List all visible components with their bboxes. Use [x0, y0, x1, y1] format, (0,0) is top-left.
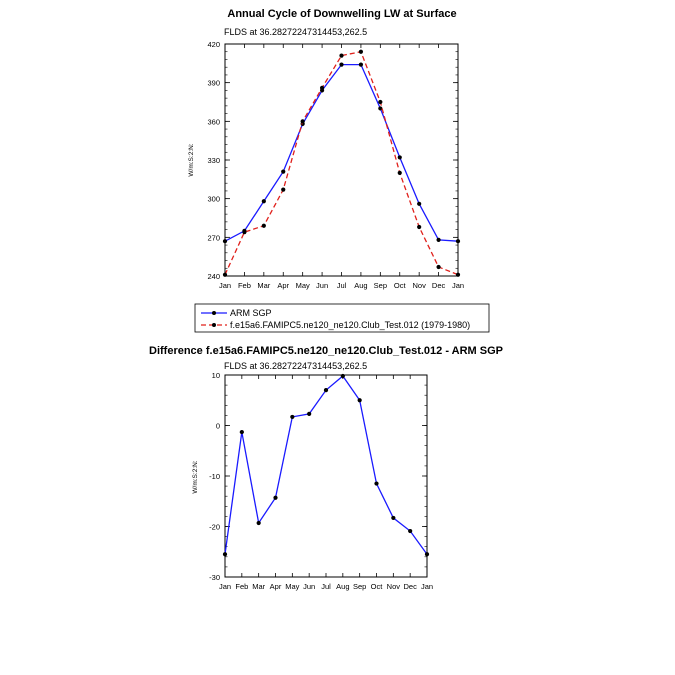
chart2-x-tick-label: Dec	[403, 582, 417, 591]
chart2-series-0-point	[357, 398, 362, 403]
chart2-x-tick-label: Jul	[321, 582, 331, 591]
chart2-series-0-line	[224, 375, 428, 555]
chart2-y-tick-label: -30	[209, 573, 220, 582]
chart1-series-0-point	[417, 201, 422, 206]
chart2-x-tick-label: May	[285, 582, 299, 591]
chart2-y-axis-label: W/m:S:2:N:	[192, 460, 199, 493]
chart1-series-0-line	[224, 63, 459, 242]
legend-model-marker	[212, 323, 216, 327]
chart2-x-tick-label: Jun	[303, 582, 315, 591]
chart1-series-1-point	[397, 170, 402, 175]
chart1-y-tick-label: 270	[207, 233, 220, 242]
chart2-series-0-point	[340, 373, 345, 379]
chart2-plot-frame	[224, 374, 428, 578]
chart1-x-tick-label: Apr	[277, 281, 289, 290]
chart1-x-tick-label: Dec	[432, 281, 446, 290]
chart2-x-tick-label: Apr	[270, 582, 282, 591]
chart1-series-1-point	[417, 224, 422, 230]
chart1-series-1-point	[222, 272, 228, 277]
chart1-x-tick-label: Feb	[238, 281, 251, 290]
chart1-series-0-point	[358, 62, 364, 67]
chart2-x-tick-label: Feb	[235, 582, 248, 591]
chart2-y-tick-label: 10	[212, 371, 220, 380]
chart1-y-tick-label: 300	[207, 195, 220, 204]
chart1-series-1-point	[242, 230, 247, 235]
chart1-x-tick-label: Jan	[219, 281, 231, 290]
chart2-series-0-point	[323, 388, 329, 393]
chart2-series-0-point	[290, 414, 295, 420]
chart2-x-tick-label: Jan	[421, 582, 433, 591]
chart1-series-1-point	[455, 272, 461, 277]
chart1-series-1-point	[281, 187, 286, 192]
chart1-series-1-point	[436, 264, 441, 270]
chart1-title: Annual Cycle of Downwelling LW at Surfac…	[227, 8, 456, 20]
chart1-y-tick-label: 240	[207, 272, 220, 281]
legend-entry-obs: ARM SGP	[230, 308, 272, 318]
chart1-series-1-point	[300, 119, 305, 124]
legend-entry-model: f.e15a6.FAMIPC5.ne120_ne120.Club_Test.01…	[230, 320, 470, 330]
chart2-x-tick-label: Mar	[252, 582, 265, 591]
chart2-series-0-point	[256, 520, 261, 526]
chart1-series-0-point	[378, 106, 383, 111]
chart1-series-1-point	[261, 223, 266, 228]
chart1-series-1-point	[339, 53, 344, 58]
chart1-y-axis-label: W/m:S:2:N:	[188, 143, 195, 176]
chart2-x-tick-label: Nov	[387, 582, 401, 591]
chart1-x-tick-label: Jan	[452, 281, 464, 290]
chart1-y-tick-label: 360	[207, 117, 220, 126]
chart1-series-0-point	[339, 62, 344, 67]
chart1-x-tick-label: Jun	[316, 281, 328, 290]
chart2-x-tick-label: Jan	[219, 582, 231, 591]
chart1-series-0-point	[222, 239, 228, 244]
chart1-series-0-point	[261, 199, 266, 204]
legend: ARM SGP f.e15a6.FAMIPC5.ne120_ne120.Club…	[194, 303, 490, 333]
chart2-y-tick-label: -20	[209, 523, 220, 532]
chart1-plot-frame	[224, 43, 459, 277]
chart2-series-0-point	[408, 528, 413, 534]
chart1-series-1-point	[378, 99, 383, 105]
chart2-plot: Jan Feb Mar Apr May Jun Jul Aug Sep Oct Nov Dec Jan-…	[209, 371, 433, 591]
chart2-series-0-point	[424, 552, 430, 557]
chart1-series-0-point	[397, 155, 402, 160]
chart2-y-tick-label: 0	[216, 422, 220, 431]
chart1-series-1-point	[358, 49, 364, 54]
chart1-y-tick-label: 390	[207, 79, 220, 88]
chart2-x-tick-label: Aug	[336, 582, 349, 591]
chart1-series-0-point	[455, 239, 461, 244]
chart2-x-tick-label: Oct	[371, 582, 384, 591]
chart1-subtitle: FLDS at 36.28272247314453,262.5	[224, 27, 367, 37]
legend-obs-marker	[212, 311, 216, 315]
chart2-y-tick-label: -10	[209, 472, 220, 481]
chart1-plot: Jan Feb Mar Apr May Jun Jul Aug Sep Oct Nov Dec Jan2…	[207, 40, 464, 290]
chart2-series-0-point	[391, 515, 396, 521]
chart1-series-1-point	[319, 85, 325, 90]
chart2-series-0-point	[273, 495, 278, 500]
chart1-x-tick-label: May	[296, 281, 310, 290]
chart1-series-1-line	[224, 50, 459, 276]
chart2-title: Difference f.e15a6.FAMIPC5.ne120_ne120.C…	[149, 345, 503, 357]
chart1-y-tick-label: 330	[207, 156, 220, 165]
chart2-subtitle: FLDS at 36.28272247314453,262.5	[224, 361, 367, 371]
chart2-series-0-point	[239, 429, 244, 435]
chart2-series-0-point	[374, 481, 379, 486]
chart1-x-tick-label: Mar	[257, 281, 270, 290]
chart2-series-0-point	[222, 552, 228, 557]
legend-box	[194, 303, 490, 333]
chart1-x-tick-label: Sep	[374, 281, 387, 290]
chart2-x-tick-label: Sep	[353, 582, 366, 591]
chart1-series-0-point	[436, 237, 441, 243]
chart1-y-tick-label: 420	[207, 40, 220, 49]
chart1-x-tick-label: Nov	[412, 281, 426, 290]
chart2-series-0-point	[307, 411, 312, 416]
chart1-series-0-point	[281, 169, 286, 174]
chart1-x-tick-label: Aug	[354, 281, 367, 290]
chart1-x-tick-label: Jul	[337, 281, 347, 290]
chart1-x-tick-label: Oct	[394, 281, 407, 290]
